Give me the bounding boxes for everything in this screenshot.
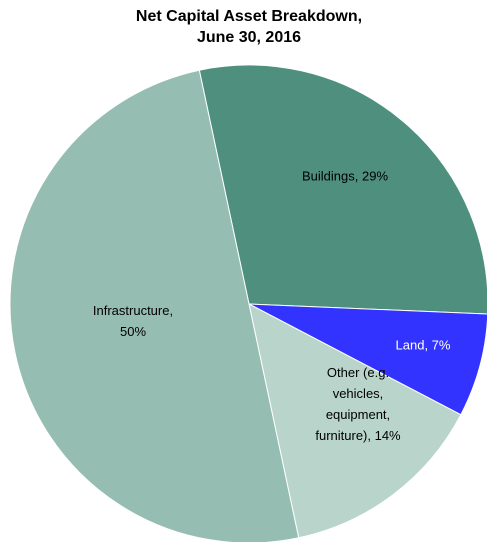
pie-slice bbox=[248, 303, 462, 539]
chart-title: Net Capital Asset Breakdown, bbox=[136, 8, 362, 25]
pie-slice bbox=[248, 303, 487, 416]
chart-title: June 30, 2016 bbox=[197, 29, 301, 46]
slice-label: Other (e.g. bbox=[327, 365, 389, 380]
slice-label: equipment, bbox=[326, 407, 390, 422]
slice-label: furniture), 14% bbox=[315, 428, 401, 443]
slice-label: 50% bbox=[120, 324, 146, 339]
slice-label: Land, 7% bbox=[396, 337, 451, 352]
slice-label: Infrastructure, bbox=[93, 303, 173, 318]
pie-slice bbox=[9, 69, 300, 542]
slice-label: Buildings, 29% bbox=[302, 168, 388, 183]
pie-slice bbox=[198, 64, 487, 315]
slice-label: vehicles, bbox=[333, 386, 384, 401]
